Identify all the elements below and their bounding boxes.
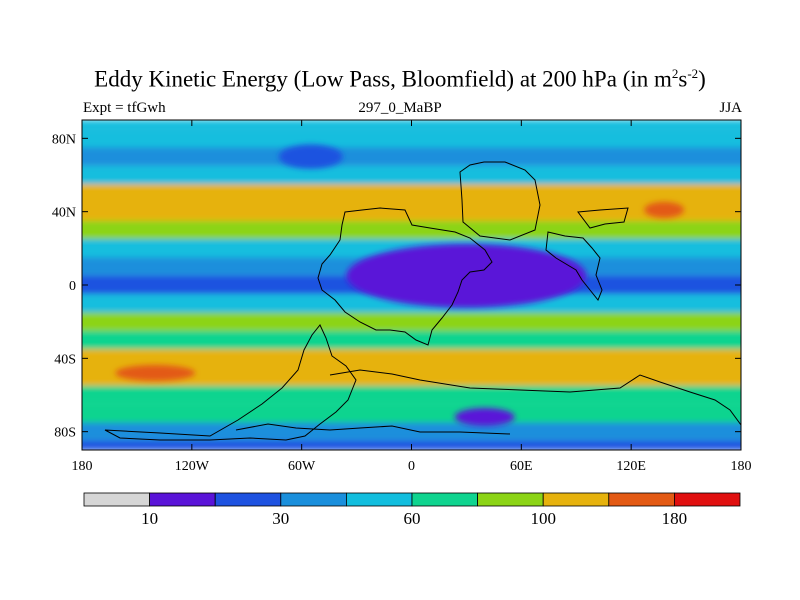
x-axis: 180 120W 60W 0 60E 120E 180 [72, 120, 752, 474]
colorbar-swatch [280, 492, 347, 507]
x-tick-label: 60E [510, 459, 533, 474]
colorbar-swatch [608, 492, 675, 507]
feature-indian-ocean-low [454, 408, 515, 426]
colorbar-swatch [542, 492, 610, 507]
x-tick-label: 60W [288, 459, 316, 474]
x-tick-label: 120W [175, 459, 210, 474]
colorbar-swatch [345, 492, 413, 507]
band-lat--40 [82, 349, 741, 368]
colorbar-swatch [477, 492, 544, 507]
band-lat--30 [82, 330, 741, 350]
x-tick-label: 180 [72, 459, 93, 474]
y-tick-label: 40S [54, 352, 76, 367]
band-lat-60 [82, 165, 741, 185]
y-tick-label: 80S [54, 426, 76, 441]
colorbar-swatch [674, 492, 741, 507]
x-tick-label: 180 [731, 459, 752, 474]
feature-asian-jet-max [644, 201, 685, 218]
experiment-label: Expt = tfGwh [83, 100, 166, 116]
run-id-label: 297_0_MaBP [358, 100, 442, 116]
band-lat-30 [82, 220, 741, 240]
band-lat-70 [82, 147, 741, 166]
y-tick-label: 80N [52, 132, 76, 147]
x-tick-label: 0 [408, 459, 415, 474]
y-axis: 80N 40N 0 40S 80S [52, 132, 741, 441]
colorbar-label: 30 [272, 509, 289, 528]
colorbar-label: 180 [662, 509, 688, 528]
colorbar-swatch [149, 492, 216, 507]
colorbar-label: 100 [530, 509, 556, 528]
y-tick-label: 0 [69, 279, 76, 294]
band-lat--70 [82, 404, 741, 423]
colorbar-label: 10 [141, 509, 158, 528]
colorbar-swatch [214, 492, 282, 507]
y-tick-label: 40N [52, 206, 76, 221]
band-lat--50 [82, 367, 741, 386]
colorbar: 10 30 60 100 180 [83, 492, 741, 528]
feature-south-pacific-max [115, 365, 196, 381]
chart-title: Eddy Kinetic Energy (Low Pass, Bloomfiel… [94, 66, 706, 92]
band-lat-40 [82, 202, 741, 221]
band-lat-50 [82, 184, 741, 203]
colorbar-swatch [411, 492, 478, 507]
band-lat--20 [82, 312, 741, 331]
feature-north-pacific-low [278, 144, 343, 169]
band-lat-80 [82, 129, 741, 148]
coastline [104, 161, 741, 441]
colorbar-label: 60 [404, 509, 421, 528]
band-lat--80 [82, 422, 741, 441]
x-tick-label: 120E [616, 459, 646, 474]
season-label: JJA [719, 100, 742, 116]
colorbar-swatch [83, 492, 150, 507]
band-lat--60 [82, 385, 741, 405]
map-field [82, 120, 741, 450]
